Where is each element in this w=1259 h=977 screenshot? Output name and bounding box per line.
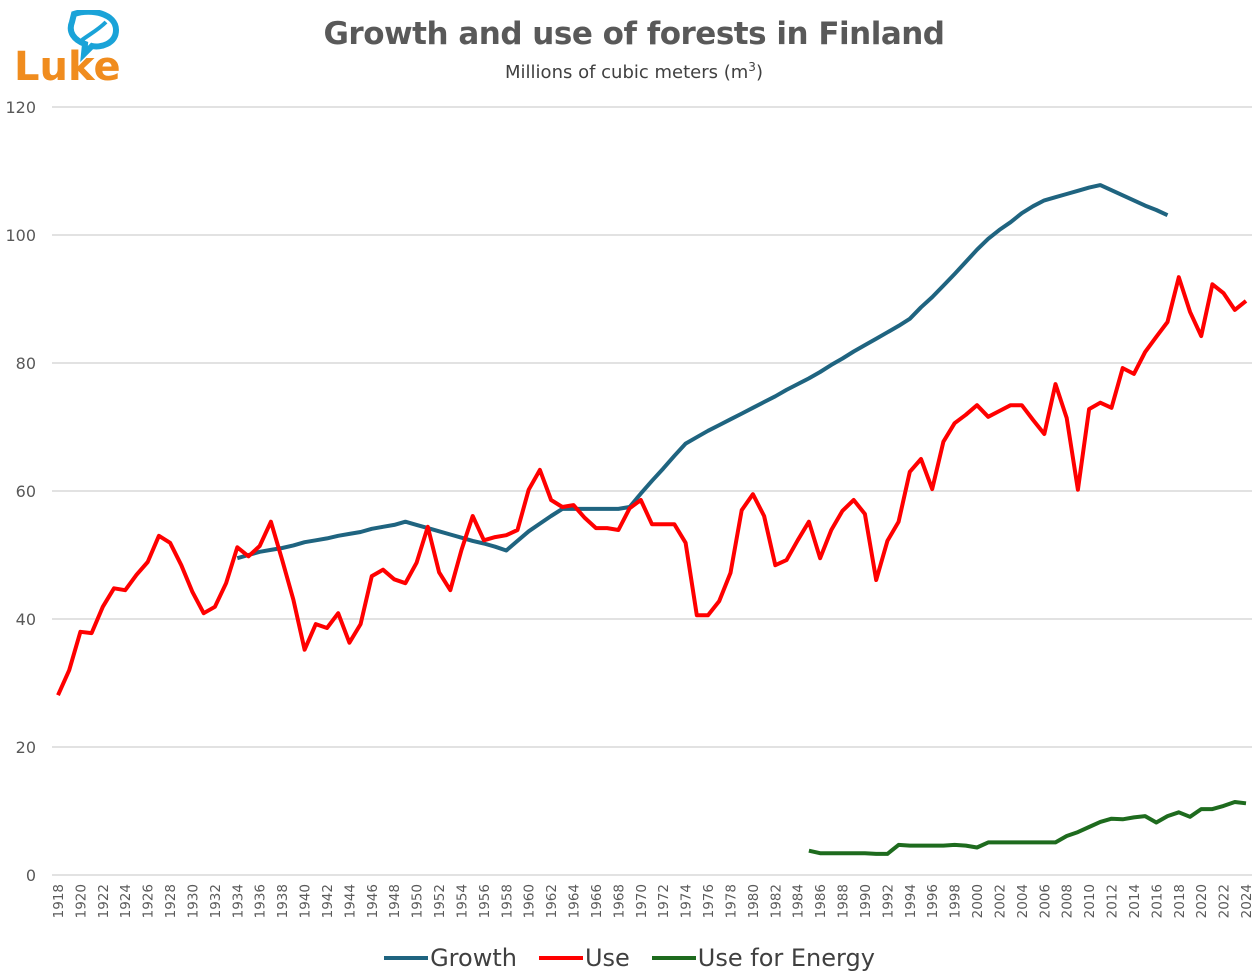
x-tick-label: 1940 <box>298 884 314 918</box>
x-tick-label: 1978 <box>723 884 739 918</box>
x-tick-label: 1942 <box>320 884 336 918</box>
x-tick-label: 1924 <box>118 884 134 918</box>
legend-swatch <box>384 956 429 960</box>
series-line-use <box>56 275 1248 697</box>
x-tick-label: 1990 <box>858 884 874 918</box>
x-tick-label: 1998 <box>948 884 964 918</box>
series-line-use-for-energy <box>808 800 1247 856</box>
y-tick-label: 100 <box>5 226 36 245</box>
x-tick-label: 1934 <box>230 884 246 918</box>
x-tick-label: 1966 <box>589 884 605 918</box>
x-tick-label: 1920 <box>73 884 89 918</box>
x-tick-label: 1964 <box>567 884 583 918</box>
x-tick-label: 1928 <box>163 884 179 918</box>
x-tick-label: 1948 <box>387 884 403 918</box>
x-tick-label: 1988 <box>836 884 852 918</box>
x-tick-label: 1926 <box>141 884 157 918</box>
x-tick-label: 1918 <box>51 884 67 918</box>
x-tick-label: 2016 <box>1149 884 1165 918</box>
y-tick-label: 20 <box>16 738 36 757</box>
x-tick-label: 1980 <box>746 884 762 918</box>
x-tick-label: 1970 <box>634 884 650 918</box>
series-line-growth <box>236 183 1169 561</box>
x-tick-label: 1956 <box>477 884 493 918</box>
x-tick-label: 2014 <box>1127 884 1143 918</box>
x-tick-label: 2024 <box>1239 884 1255 918</box>
leaf-speech-bubble-icon <box>67 10 120 63</box>
x-tick-label: 1976 <box>701 884 717 918</box>
chart-subtitle: Millions of cubic meters (m3) <box>0 60 1259 83</box>
subtitle-suffix: ) <box>755 62 763 83</box>
x-tick-label: 1944 <box>342 884 358 918</box>
x-tick-label: 1938 <box>275 884 291 918</box>
svg-text:Luke: Luke <box>14 44 121 90</box>
x-tick-label: 2008 <box>1060 884 1076 918</box>
chart-title: Growth and use of forests in Finland <box>323 16 945 52</box>
x-tick-label: 1974 <box>679 884 695 918</box>
legend-item: Use <box>538 944 630 972</box>
x-tick-label: 1984 <box>791 884 807 918</box>
legend-item: Growth <box>384 944 517 972</box>
x-tick-label: 1968 <box>611 884 627 918</box>
x-tick-label: 2022 <box>1217 884 1233 918</box>
x-tick-label: 1958 <box>499 884 515 918</box>
x-tick-label: 2002 <box>992 884 1008 918</box>
x-tick-label: 1960 <box>522 884 538 918</box>
x-tick-label: 1994 <box>903 884 919 918</box>
x-tick-label: 1962 <box>544 884 560 918</box>
x-tick-label: 2018 <box>1172 884 1188 918</box>
legend-label: Use <box>584 944 630 972</box>
legend-label: Use for Energy <box>697 944 875 972</box>
y-tick-label: 120 <box>5 98 36 117</box>
legend-item: Use for Energy <box>651 944 875 972</box>
x-tick-label: 1996 <box>925 884 941 918</box>
x-tick-label: 1972 <box>656 884 672 918</box>
x-tick-label: 1922 <box>96 884 112 918</box>
x-tick-label: 1992 <box>880 884 896 918</box>
y-tick-label: 40 <box>16 610 36 629</box>
luke-logo: Luke <box>14 10 121 90</box>
x-tick-label: 2000 <box>970 884 986 918</box>
subtitle-superscript: 3 <box>748 60 756 74</box>
legend-swatch <box>538 956 583 960</box>
x-tick-label: 2010 <box>1082 884 1098 918</box>
y-tick-label: 60 <box>16 482 36 501</box>
legend-label: Growth <box>430 944 517 972</box>
y-tick-label: 80 <box>16 354 36 373</box>
x-tick-label: 1986 <box>813 884 829 918</box>
x-tick-label: 1982 <box>768 884 784 918</box>
subtitle-text: Millions of cubic meters (m <box>505 62 749 83</box>
x-tick-label: 2020 <box>1194 884 1210 918</box>
legend: Growth Use Use for Energy <box>0 944 1259 972</box>
x-tick-label: 2012 <box>1105 884 1121 918</box>
x-tick-label: 1936 <box>253 884 269 918</box>
legend-swatch <box>651 956 696 960</box>
x-tick-label: 1952 <box>432 884 448 918</box>
x-tick-label: 1946 <box>365 884 381 918</box>
x-tick-label: 1932 <box>208 884 224 918</box>
x-tick-label: 2006 <box>1037 884 1053 918</box>
x-tick-label: 2004 <box>1015 884 1031 918</box>
x-tick-label: 1954 <box>454 884 470 918</box>
x-tick-label: 1950 <box>410 884 426 918</box>
y-tick-label: 0 <box>26 866 36 885</box>
x-tick-label: 1930 <box>185 884 201 918</box>
